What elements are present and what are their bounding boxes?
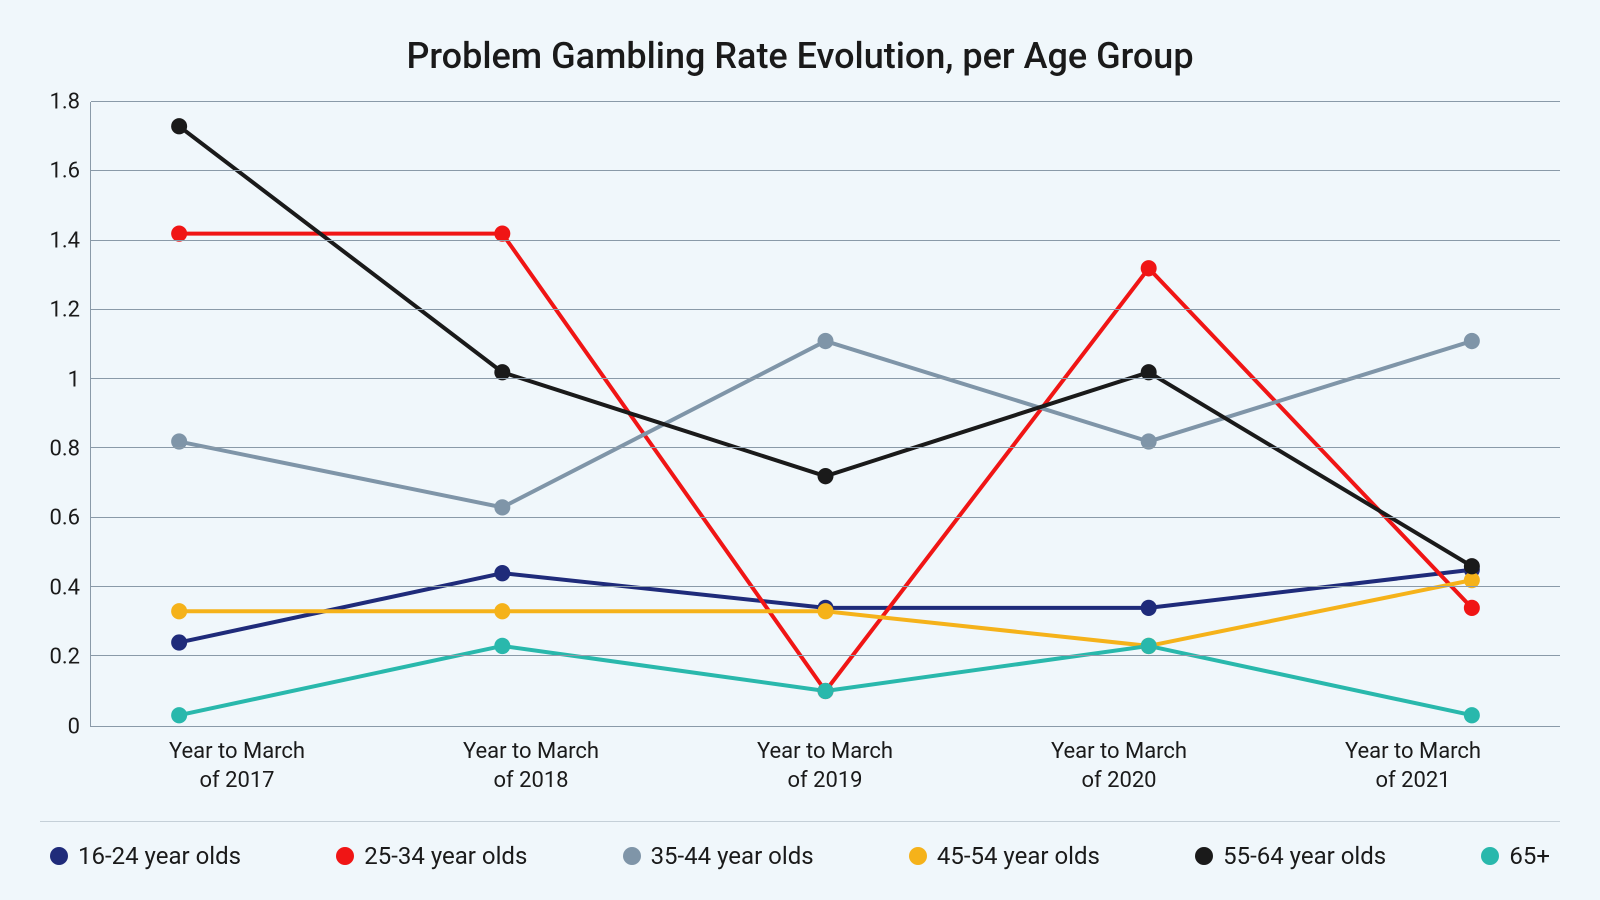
y-tick-label: 1.2 [49, 298, 80, 323]
series-marker-age45_54 [818, 603, 834, 619]
chart-container: Problem Gambling Rate Evolution, per Age… [40, 20, 1560, 880]
series-marker-age65 [1141, 638, 1157, 654]
y-tick-label: 1.6 [49, 159, 80, 184]
series-marker-age65 [1464, 707, 1480, 723]
grid-line [91, 170, 1560, 171]
grid-line [91, 378, 1560, 379]
y-tick-label: 1.8 [49, 90, 80, 115]
series-marker-age35_44 [1464, 333, 1480, 349]
series-marker-age16_24 [494, 565, 510, 581]
x-tick-label: Year to Marchof 2019 [678, 737, 972, 796]
legend-label: 35-44 year olds [651, 842, 814, 870]
chart-body: 00.20.40.60.811.21.41.61.8 [40, 102, 1560, 727]
series-marker-age65 [494, 638, 510, 654]
legend-label: 45-54 year olds [937, 842, 1100, 870]
chart-title: Problem Gambling Rate Evolution, per Age… [40, 35, 1560, 77]
series-marker-age25_34 [1464, 600, 1480, 616]
legend-label: 55-64 year olds [1223, 842, 1386, 870]
x-tick-label: Year to Marchof 2017 [90, 737, 384, 796]
series-marker-age45_54 [494, 603, 510, 619]
y-tick-label: 0.8 [49, 437, 80, 462]
legend-label: 25-34 year olds [364, 842, 527, 870]
series-marker-age55_64 [1464, 558, 1480, 574]
legend-divider [40, 821, 1560, 822]
x-tick-label: Year to Marchof 2018 [384, 737, 678, 796]
legend-item-age25_34: 25-34 year olds [336, 842, 527, 870]
grid-line [91, 240, 1560, 241]
series-marker-age55_64 [818, 468, 834, 484]
series-marker-age55_64 [171, 118, 187, 134]
y-tick-label: 1 [68, 367, 80, 392]
y-tick-label: 0.6 [49, 506, 80, 531]
x-tick-label: Year to Marchof 2020 [972, 737, 1266, 796]
legend-marker-icon [1195, 847, 1213, 865]
y-tick-label: 0 [68, 714, 80, 739]
legend-marker-icon [50, 847, 68, 865]
grid-line [91, 655, 1560, 656]
y-axis: 00.20.40.60.811.21.41.61.8 [40, 102, 90, 727]
series-line-age25_34 [179, 234, 1472, 691]
lines-svg [91, 102, 1560, 726]
plot-area [90, 102, 1560, 727]
y-tick-label: 1.4 [49, 228, 80, 253]
grid-line [91, 101, 1560, 102]
series-marker-age35_44 [494, 499, 510, 515]
series-marker-age16_24 [171, 634, 187, 650]
legend: 16-24 year olds 25-34 year olds 35-44 year… [40, 842, 1560, 880]
legend-item-age55_64: 55-64 year olds [1195, 842, 1386, 870]
y-tick-label: 0.4 [49, 575, 80, 600]
series-marker-age16_24 [1141, 600, 1157, 616]
series-marker-age65 [818, 683, 834, 699]
legend-marker-icon [909, 847, 927, 865]
legend-item-age65: 65+ [1481, 842, 1550, 870]
grid-line [91, 447, 1560, 448]
grid-line [91, 517, 1560, 518]
y-tick-label: 0.2 [49, 645, 80, 670]
x-tick-label: Year to Marchof 2021 [1266, 737, 1560, 796]
legend-item-age16_24: 16-24 year olds [50, 842, 241, 870]
series-marker-age45_54 [171, 603, 187, 619]
legend-label: 16-24 year olds [78, 842, 241, 870]
series-marker-age25_34 [1141, 260, 1157, 276]
legend-marker-icon [623, 847, 641, 865]
legend-marker-icon [1481, 847, 1499, 865]
legend-item-age45_54: 45-54 year olds [909, 842, 1100, 870]
legend-marker-icon [336, 847, 354, 865]
legend-item-age35_44: 35-44 year olds [623, 842, 814, 870]
x-axis: Year to Marchof 2017Year to Marchof 2018… [90, 737, 1560, 796]
legend-label: 65+ [1509, 842, 1550, 870]
series-marker-age65 [171, 707, 187, 723]
grid-line [91, 586, 1560, 587]
series-marker-age35_44 [818, 333, 834, 349]
grid-line [91, 309, 1560, 310]
